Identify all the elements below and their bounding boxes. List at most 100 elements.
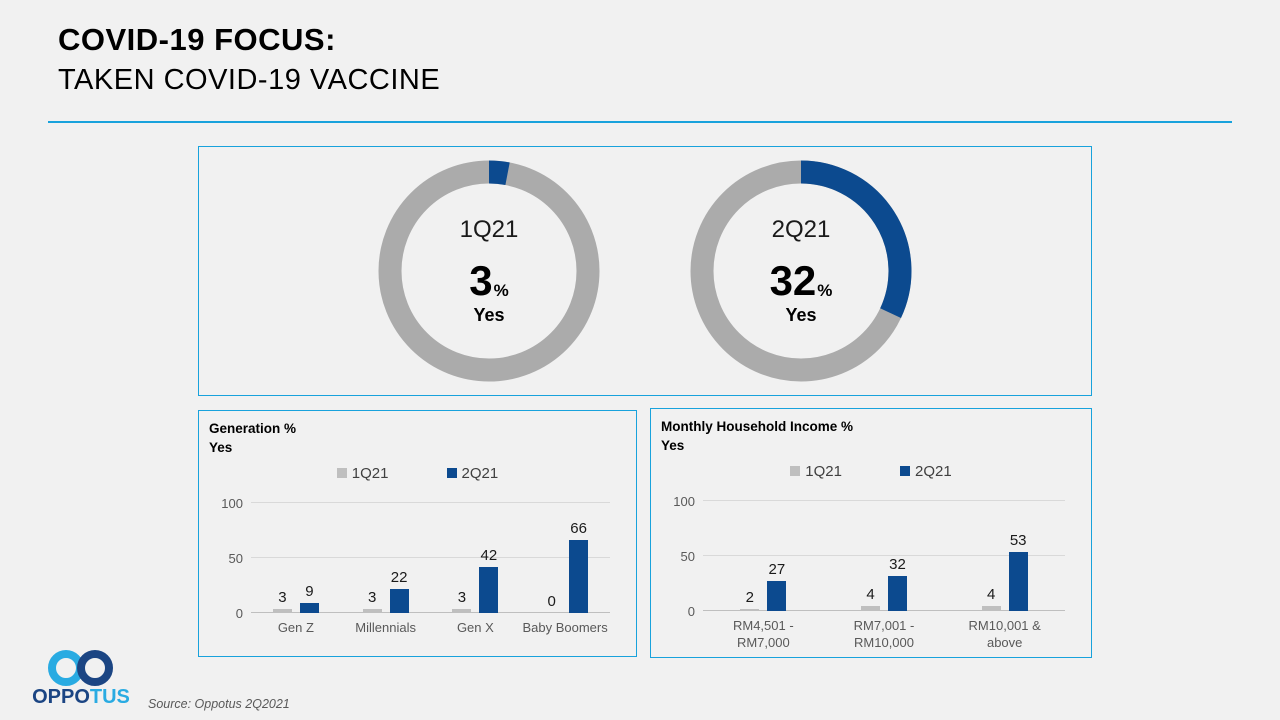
category-label: Gen Z: [277, 619, 314, 635]
legend-item-1q21: 1Q21: [336, 464, 389, 482]
legend-swatch-icon: [446, 468, 457, 479]
category-label: Baby Boomers: [522, 619, 608, 635]
donut-yes-segment: [800, 160, 912, 319]
donut-1q21-ring: [378, 160, 600, 382]
category-label: RM4,501 - RM7,000: [732, 617, 794, 650]
bar-value-label: 4: [987, 586, 996, 604]
donut-caption: Yes: [785, 305, 817, 325]
gridline-0: [703, 610, 1065, 612]
bar-group: 0 66: [520, 503, 610, 613]
slide-title-line2: TAKEN COVID-19 VACCINE: [58, 64, 441, 96]
legend: 1Q21 2Q21: [651, 463, 1091, 480]
y-axis-tick-label: 50: [680, 548, 695, 564]
donut-2q21-ring: [690, 160, 912, 382]
legend-label: 1Q21: [351, 464, 389, 482]
oppotus-logo-text: OPPOTUS: [28, 687, 134, 707]
donut-2q21-center: 2Q21 32 % Yes: [689, 159, 913, 383]
bar-group: 3 42: [431, 503, 521, 613]
oppotus-logo-rings-icon: [48, 650, 113, 686]
donut-value-number: 32: [769, 257, 817, 304]
legend-item-2q21: 2Q21: [900, 463, 952, 480]
y-axis-tick-label: 100: [221, 495, 243, 511]
bar-value-label: 3: [278, 589, 287, 607]
bar-group: 4 53: [944, 501, 1065, 611]
generation-chart-panel: Generation % Yes 1Q21 2Q21 0 50 100 3 9 3 22 3 42…: [198, 410, 637, 657]
bar-value-label: 2: [745, 588, 754, 606]
bar-2q21-1: 27: [767, 561, 787, 611]
bar-group: 2 27: [703, 501, 824, 611]
plot-area: 0 50 100 3 9 3 22 3 42 0 66: [221, 496, 610, 621]
bar-groups: 2 27 4 32 4 53: [703, 501, 1065, 611]
legend-label: 2Q21: [461, 464, 499, 482]
plot-area: 0 50 100 2 27 4 32 4 53: [673, 494, 1065, 619]
bar-1q21-1: 3: [272, 589, 292, 613]
bar-1q21-2: 3: [362, 589, 382, 613]
chart-title-line2: Yes: [209, 439, 233, 455]
gridline-100: [251, 502, 610, 504]
bar-value-label: 32: [889, 555, 906, 573]
legend-item-2q21: 2Q21: [446, 464, 499, 482]
bar-1q21-1: 2: [740, 589, 760, 611]
bar-1q21-2: 4: [861, 586, 880, 611]
category-axis: Gen Z Millennials Gen X Baby Boomers: [251, 620, 610, 637]
bar-group: 4 32: [824, 501, 945, 611]
bar-2q21-2: 22: [389, 569, 409, 613]
title-divider-line: [48, 121, 1232, 123]
bar-value-label: 9: [305, 582, 314, 600]
donut-value: 3 %: [469, 260, 508, 302]
bar-value-label: 4: [866, 586, 875, 604]
donut-value-number: 3: [469, 257, 493, 304]
bar-group: 3 22: [341, 503, 431, 613]
donut-1q21: 1Q21 3 % Yes: [377, 159, 601, 383]
legend-item-1q21: 1Q21: [790, 463, 842, 480]
donut-2q21: 2Q21 32 % Yes: [689, 159, 913, 383]
bar-value-label: 3: [367, 589, 377, 607]
logo-text-primary: OPPO: [32, 686, 90, 708]
legend-label: 1Q21: [805, 462, 842, 480]
gridline-50: [251, 557, 610, 559]
logo-text-secondary: TUS: [89, 686, 130, 708]
bar-value-label: 42: [480, 546, 498, 564]
donut-value: 32 %: [770, 260, 833, 302]
bar-1q21-3: 4: [981, 586, 1001, 611]
chart-title-line2: Yes: [661, 437, 685, 453]
bar-value-label: 22: [390, 568, 408, 586]
bar-value-label: 53: [1009, 532, 1027, 550]
legend: 1Q21 2Q21: [199, 465, 636, 482]
category-label: RM7,001 - RM10,000: [853, 617, 915, 650]
gridline-100: [703, 500, 1065, 502]
bar-2q21-3: 53: [1008, 532, 1028, 611]
chart-title-line1: Generation %: [209, 421, 297, 436]
slide-title-line1: COVID-19 FOCUS:: [58, 22, 336, 57]
source-note: Source: Oppotus 2Q2021: [148, 697, 290, 711]
bar-2q21-4: 66: [569, 520, 589, 613]
legend-swatch-icon: [336, 468, 347, 479]
legend-swatch-icon: [900, 466, 910, 477]
gridline-50: [703, 555, 1065, 557]
y-axis-tick-label: 0: [235, 605, 243, 621]
bar-2q21-1: 9: [299, 583, 319, 613]
income-chart-panel: Monthly Household Income % Yes 1Q21 2Q21 …: [650, 408, 1092, 658]
category-label: Gen X: [456, 619, 494, 635]
y-axis-tick-label: 0: [687, 603, 695, 619]
donut-quarter-label: 1Q21: [459, 216, 519, 243]
donut-1q21-center: 1Q21 3 % Yes: [377, 159, 601, 383]
y-axis-tick-label: 50: [228, 550, 243, 566]
donut-quarter-label: 2Q21: [771, 216, 831, 243]
quarterly-donut-panel: 1Q21 3 % Yes 2Q21 32 % Yes: [198, 146, 1092, 396]
bar-2q21-2: 32: [888, 556, 907, 611]
bar-value-label: 0: [547, 592, 556, 610]
gridline-0: [251, 612, 610, 614]
bar-1q21-3: 3: [452, 589, 472, 613]
chart-title: Generation % Yes: [209, 420, 626, 458]
y-axis-tick-label: 100: [673, 493, 695, 509]
bar-value-label: 66: [570, 520, 587, 538]
oppotus-logo: OPPOTUS: [28, 649, 134, 707]
bar-groups: 3 9 3 22 3 42 0 66: [251, 503, 610, 613]
bar-value-label: 3: [457, 589, 467, 607]
category-label: Millennials: [355, 619, 416, 635]
legend-label: 2Q21: [915, 462, 952, 480]
donut-value-unit: %: [493, 281, 509, 300]
